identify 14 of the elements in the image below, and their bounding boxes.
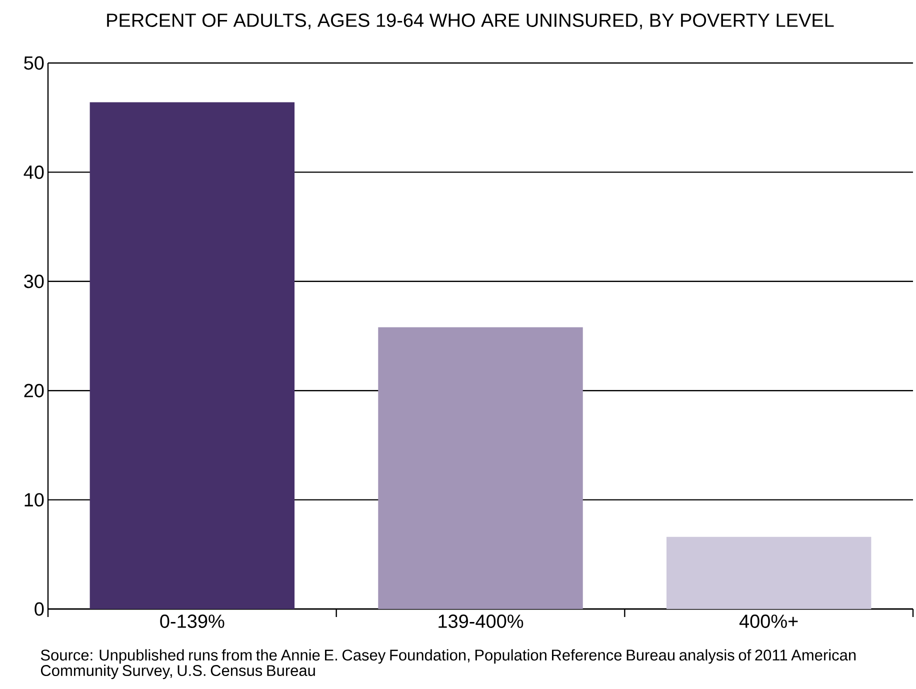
bar: [90, 102, 295, 609]
bar: [666, 536, 872, 609]
x-tick-label: 139-400%: [438, 614, 524, 628]
y-tick-label: 0: [34, 602, 44, 616]
chart-title: PERCENT OF ADULTS, AGES 19-64 WHO ARE UNINSURED, BY POVERTY LEVEL: [107, 14, 834, 30]
y-tick-label: 10: [24, 493, 44, 507]
y-tick-label: 20: [24, 384, 44, 398]
x-tick-label: 400%+: [739, 614, 798, 628]
y-tick-label: 50: [24, 56, 44, 70]
x-tick-label: 0-139%: [160, 614, 224, 628]
y-tick-label: 40: [24, 165, 44, 179]
y-tick-label: 30: [24, 274, 44, 288]
bar: [378, 327, 583, 609]
source-note: Source: Unpublished runs from the Annie E. Casey Foundation, Population Reference Bureau analysis of 2011 American Community Survey, U.S. Census Bureau: [40, 649, 856, 680]
